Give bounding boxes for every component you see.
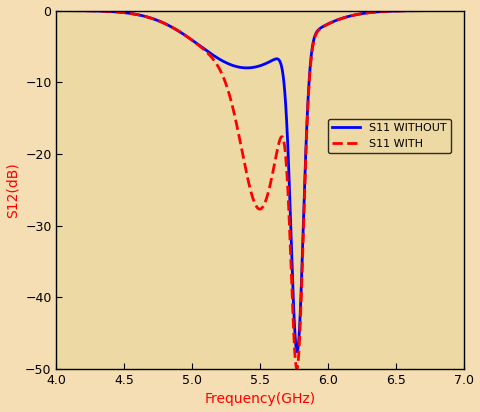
S11 WITHOUT bbox=[462, 8, 468, 13]
S11 WITH bbox=[209, 56, 215, 61]
S11 WITH bbox=[128, 11, 133, 16]
S11 WITHOUT bbox=[358, 11, 364, 16]
Y-axis label: S12(dB): S12(dB) bbox=[6, 162, 20, 218]
S11 WITHOUT bbox=[299, 286, 304, 290]
S11 WITH bbox=[389, 9, 395, 14]
S11 WITH bbox=[294, 366, 300, 371]
X-axis label: Frequency(GHz): Frequency(GHz) bbox=[205, 393, 316, 407]
S11 WITHOUT bbox=[389, 9, 395, 14]
S11 WITHOUT bbox=[319, 25, 325, 30]
S11 WITH bbox=[462, 8, 468, 13]
S11 WITHOUT bbox=[294, 349, 300, 354]
Line: S11 WITHOUT: S11 WITHOUT bbox=[57, 11, 465, 352]
S11 WITHOUT bbox=[209, 52, 215, 57]
Line: S11 WITH: S11 WITH bbox=[57, 11, 465, 369]
Legend: S11 WITHOUT, S11 WITH: S11 WITHOUT, S11 WITH bbox=[327, 119, 451, 153]
S11 WITH bbox=[358, 11, 364, 16]
S11 WITHOUT bbox=[54, 8, 60, 13]
S11 WITHOUT bbox=[128, 11, 133, 16]
S11 WITH bbox=[54, 8, 60, 13]
S11 WITH bbox=[319, 25, 325, 30]
S11 WITH bbox=[299, 296, 304, 301]
